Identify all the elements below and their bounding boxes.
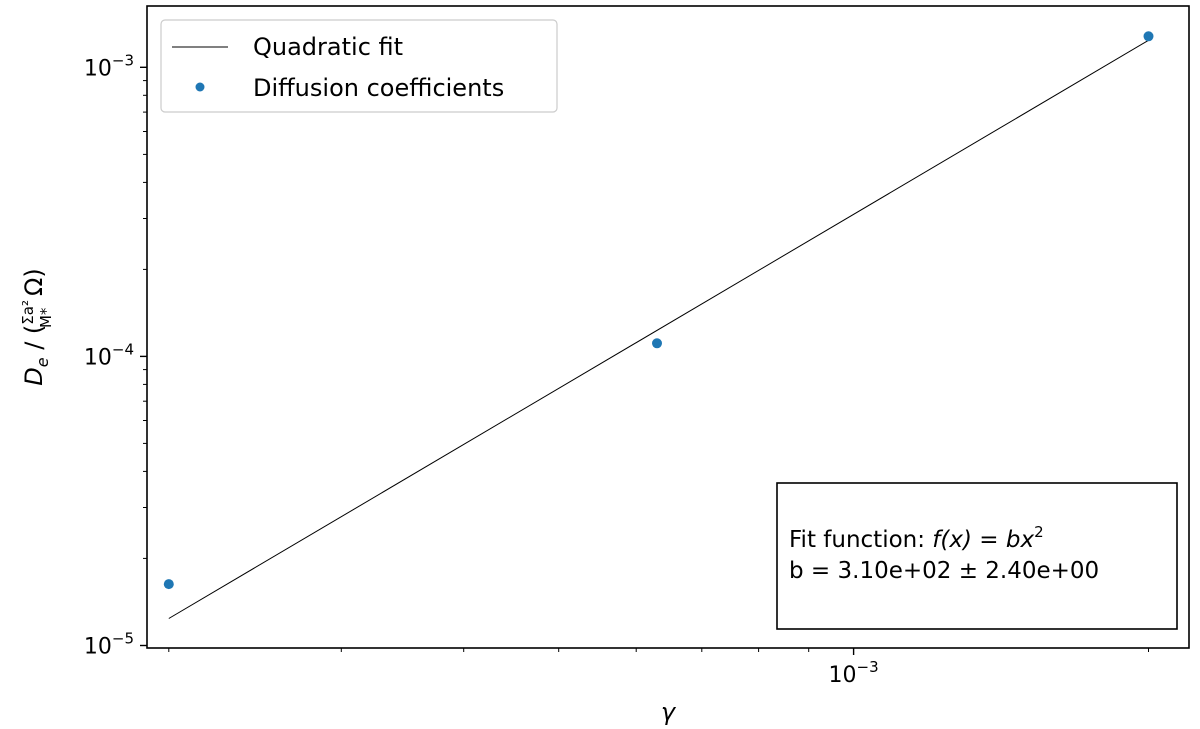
y-tick-label: 10−3 xyxy=(84,51,134,81)
y-tick-label: 10−5 xyxy=(84,630,134,660)
y-tick-label: 10−4 xyxy=(84,340,134,370)
fit-function-prefix: Fit function: xyxy=(789,527,932,553)
fit-function-math: f(x) = bx xyxy=(932,527,1034,553)
fit-function-line: Fit function: f(x) = bx2 xyxy=(789,523,1044,553)
x-axis-label: γ xyxy=(661,698,677,726)
x-tick-label: 10−3 xyxy=(829,658,879,688)
fit-parameter-line: b = 3.10e+02 ± 2.40e+00 xyxy=(789,558,1099,584)
fit-annotation-box xyxy=(776,482,1178,630)
legend: Quadratic fit Diffusion coefficients xyxy=(160,19,558,113)
data-point xyxy=(1143,31,1154,42)
fit-function-exponent: 2 xyxy=(1034,523,1044,541)
fit-line xyxy=(168,39,1149,619)
legend-dot-marker xyxy=(195,82,205,92)
legend-box xyxy=(160,19,558,113)
y-axis-label: De / (Σa²M* Ω) xyxy=(19,268,55,386)
data-point xyxy=(163,579,174,590)
y-axis-ticks: 10−5 10−4 10−3 xyxy=(84,51,147,660)
x-axis-ticks: 10−3 xyxy=(168,648,1149,688)
data-point xyxy=(652,338,662,349)
y-axis-label-text: De / (Σa²M* Ω) xyxy=(19,268,55,386)
legend-label-fit: Quadratic fit xyxy=(253,33,403,61)
fit-annotation: Fit function: f(x) = bx2 b = 3.10e+02 ± … xyxy=(776,482,1178,630)
series-layer xyxy=(163,31,1154,619)
legend-label-data: Diffusion coefficients xyxy=(253,74,504,102)
